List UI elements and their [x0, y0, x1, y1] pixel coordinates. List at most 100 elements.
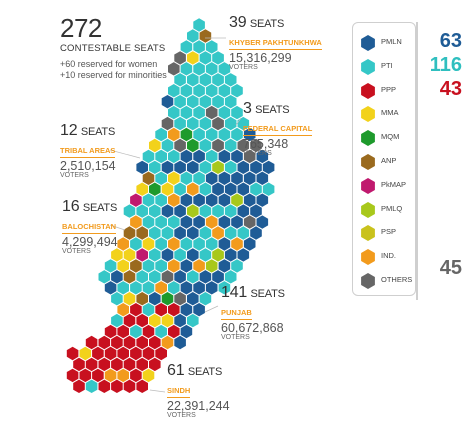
- legend-scrollbar[interactable]: [416, 22, 418, 300]
- seat-hex: [130, 259, 142, 273]
- legend-label: PMLN: [381, 37, 402, 46]
- seat-hex: [212, 138, 224, 153]
- seat-hex: [149, 292, 161, 306]
- region-voters-label: VOTERS: [221, 334, 250, 342]
- seat-hex: [187, 29, 199, 43]
- legend-label: IND.: [381, 251, 396, 261]
- seat-hex: [224, 226, 237, 240]
- seat-hex: [205, 171, 218, 185]
- seat-hex: [224, 73, 237, 87]
- seat-hex: [224, 138, 237, 153]
- leader-line: [109, 149, 141, 159]
- seat-hex: [142, 303, 155, 317]
- seat-hex: [205, 149, 218, 164]
- seat-hex: [161, 116, 174, 131]
- seat-hex: [168, 105, 180, 120]
- seat-hex: [231, 237, 243, 251]
- seat-hex: [168, 324, 180, 339]
- seat-hex: [205, 215, 218, 229]
- seat-hex: [199, 270, 212, 284]
- legend-swatch: [361, 225, 375, 242]
- seat-hex: [174, 51, 186, 65]
- seat-hex: [168, 171, 180, 185]
- seat-hex: [243, 193, 256, 207]
- seat-hex: [136, 313, 148, 328]
- seat-hex: [123, 270, 136, 284]
- total-pti: 116: [429, 54, 462, 76]
- seat-hex: [142, 281, 155, 295]
- seat-hex: [205, 259, 218, 273]
- region-name: SINDH: [167, 387, 191, 399]
- legend-label: ANP: [381, 156, 397, 165]
- region-voters: 60,672,868: [221, 320, 284, 335]
- legend-item-pti: PTI: [359, 57, 417, 77]
- seat-hex: [212, 248, 224, 262]
- seat-hex: [231, 149, 243, 164]
- seat-hex: [111, 270, 123, 284]
- seat-hex: [111, 335, 123, 350]
- seat-hex: [212, 204, 224, 218]
- seat-hex: [218, 259, 231, 273]
- seat-hex: [212, 51, 224, 65]
- seat-hex: [212, 73, 224, 87]
- seat-hex: [193, 171, 205, 185]
- seat-hex: [193, 259, 205, 273]
- legend-swatch: [361, 273, 375, 289]
- seat-hex: [237, 204, 250, 218]
- seat-hex: [199, 138, 212, 153]
- seat-hex: [205, 281, 218, 295]
- seat-hex: [149, 226, 161, 240]
- total-pmln: 63: [439, 30, 462, 52]
- seat-hex: [193, 215, 205, 229]
- seat-hex: [212, 95, 224, 109]
- seat-hex: [180, 40, 193, 54]
- seat-hex: [98, 357, 111, 372]
- seat-hex: [168, 281, 180, 295]
- seat-hex: [224, 182, 237, 196]
- legend-item-mqm: MQM: [359, 128, 417, 148]
- seat-hex: [218, 127, 231, 142]
- women-reserved-note: +60 reserved for women: [60, 58, 158, 69]
- legend-swatch: [361, 130, 375, 147]
- seat-hex: [174, 95, 186, 109]
- seat-hex: [231, 127, 243, 142]
- seat-hex: [218, 171, 231, 185]
- seat-hex: [212, 160, 224, 174]
- seat-hex: [130, 346, 142, 361]
- seat-hex: [136, 292, 148, 306]
- seat-hex: [180, 171, 193, 185]
- seat-hex: [218, 281, 231, 295]
- seat-hex: [174, 182, 186, 196]
- seat-hex: [187, 160, 199, 174]
- seat-hex: [218, 84, 231, 98]
- seat-hex: [187, 204, 199, 218]
- seat-hex: [149, 160, 161, 174]
- region-seats-number: 141: [221, 284, 248, 301]
- seat-hex: [92, 346, 104, 361]
- seat-hex: [231, 193, 243, 207]
- seat-hex: [161, 270, 174, 284]
- seat-hex: [98, 270, 111, 284]
- seat-hex: [256, 171, 269, 185]
- seat-hex: [193, 149, 205, 164]
- legend-item-anp: ANP: [359, 152, 417, 172]
- seat-hex: [224, 248, 237, 262]
- region-seats-number: 16: [62, 198, 80, 215]
- seat-hex: [130, 303, 142, 317]
- seat-hex: [199, 116, 212, 131]
- seat-hex: [187, 248, 199, 262]
- region-voters: 15,316,299: [229, 50, 292, 65]
- seat-hex: [104, 281, 117, 295]
- region-seats-word: SEATS: [255, 104, 290, 116]
- seat-hex: [224, 95, 237, 109]
- seat-hex: [256, 215, 269, 229]
- leader-line: [109, 224, 126, 231]
- seat-hex: [92, 368, 104, 383]
- seat-hex: [142, 237, 155, 251]
- seat-hex: [180, 215, 193, 229]
- seat-hex: [168, 84, 180, 98]
- seat-hex: [104, 346, 117, 361]
- seat-hex: [117, 368, 129, 383]
- seat-hex: [111, 313, 123, 328]
- seat-hex: [205, 62, 218, 76]
